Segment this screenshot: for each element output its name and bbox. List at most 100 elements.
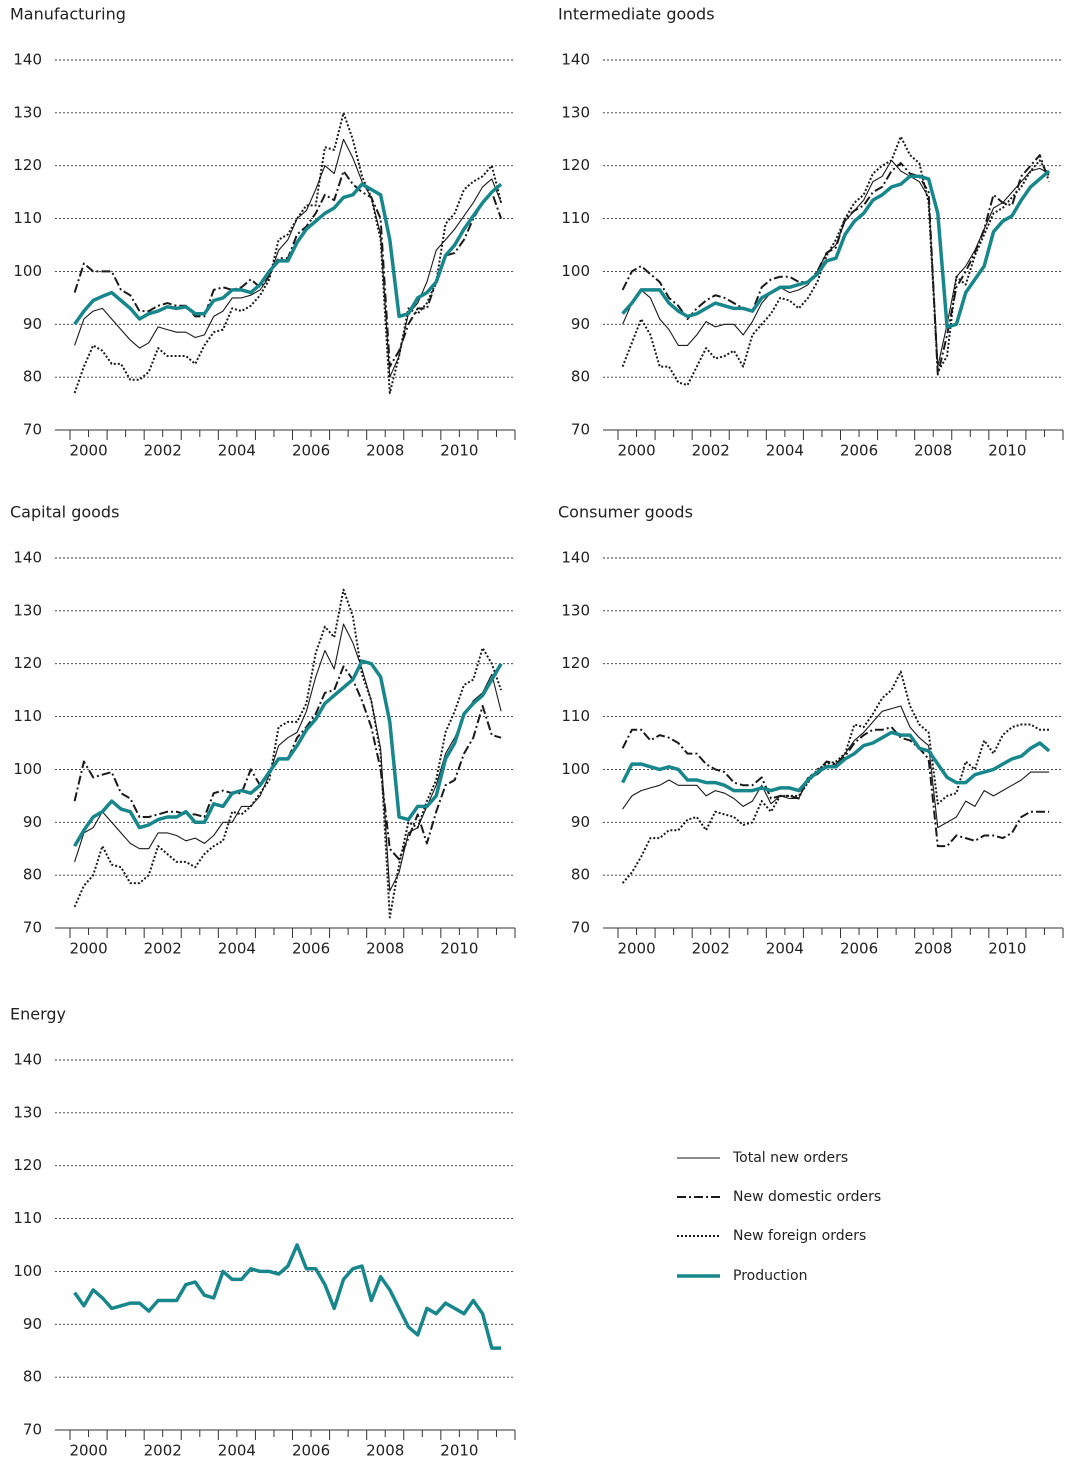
y-tick-label: 140 — [13, 549, 42, 567]
y-tick-label: 90 — [23, 813, 42, 831]
x-tick-label: 2006 — [840, 940, 878, 958]
x-tick-label: 2000 — [69, 1442, 107, 1460]
y-tick-label: 130 — [13, 103, 42, 121]
series-line — [621, 154, 1051, 376]
x-tick-label: 2010 — [440, 940, 478, 958]
x-tick-label: 2010 — [440, 1442, 478, 1460]
y-tick-label: 80 — [23, 368, 42, 386]
panel-title: Manufacturing — [10, 5, 126, 24]
legend-label: New foreign orders — [733, 1228, 866, 1244]
x-tick-label: 2004 — [218, 940, 256, 958]
x-tick-label: 2000 — [69, 940, 107, 958]
x-tick-label: 2010 — [988, 940, 1026, 958]
x-tick-label: 2008 — [914, 940, 952, 958]
panel-title: Consumer goods — [558, 503, 693, 522]
y-tick-label: 130 — [561, 601, 590, 619]
y-tick-label: 100 — [13, 262, 42, 280]
y-tick-label: 90 — [23, 315, 42, 333]
y-tick-label: 100 — [13, 1262, 42, 1280]
x-tick-label: 2010 — [988, 442, 1026, 460]
panel-title: Intermediate goods — [558, 5, 715, 24]
legend-label: Production — [733, 1268, 807, 1284]
x-tick-label: 2004 — [218, 442, 256, 460]
y-tick-label: 80 — [23, 1368, 42, 1386]
legend: Total new orders New domestic orders New… — [677, 1150, 881, 1284]
series-line — [74, 138, 502, 378]
y-tick-label: 70 — [23, 421, 42, 439]
y-tick-label: 80 — [571, 866, 590, 884]
y-tick-label: 140 — [561, 549, 590, 567]
y-tick-label: 110 — [13, 707, 42, 725]
y-tick-label: 140 — [13, 51, 42, 69]
y-tick-label: 70 — [571, 421, 590, 439]
x-tick-label: 2008 — [914, 442, 952, 460]
y-tick-label: 70 — [23, 919, 42, 937]
legend-label: Total new orders — [732, 1150, 848, 1166]
series-line — [621, 726, 1050, 848]
y-tick-label: 90 — [571, 315, 590, 333]
x-tick-label: 2006 — [292, 442, 330, 460]
series-line — [73, 665, 502, 861]
y-tick-label: 110 — [13, 1209, 42, 1227]
series-line — [73, 111, 503, 394]
y-tick-label: 120 — [13, 156, 42, 174]
y-tick-label: 140 — [561, 51, 590, 69]
panel: Energy 70 80 90 100 110 120 130 140 2000 2002 2004 2… — [10, 1005, 516, 1460]
series-line — [621, 670, 1050, 884]
y-tick-label: 80 — [571, 368, 590, 386]
y-tick-label: 120 — [13, 654, 42, 672]
x-tick-label: 2008 — [366, 940, 404, 958]
x-tick-label: 2002 — [144, 1442, 182, 1460]
x-tick-label: 2004 — [766, 442, 804, 460]
y-tick-label: 110 — [561, 209, 590, 227]
y-tick-label: 130 — [13, 1103, 42, 1121]
series-line — [621, 135, 1050, 387]
panel: Manufacturing 70 80 90 100 110 120 130 140 2000 20… — [10, 5, 516, 460]
series-line — [73, 1243, 502, 1350]
y-tick-label: 110 — [561, 707, 590, 725]
panel-title: Energy — [10, 1005, 66, 1024]
series-line — [621, 730, 1051, 793]
series-line — [73, 659, 503, 847]
y-tick-label: 120 — [561, 156, 590, 174]
series-line — [621, 169, 1051, 329]
panel: Consumer goods 70 80 90 100 110 120 130 140 2000 2… — [558, 503, 1064, 958]
x-tick-label: 2000 — [69, 442, 107, 460]
y-tick-label: 70 — [571, 919, 590, 937]
x-tick-label: 2004 — [218, 1442, 256, 1460]
x-tick-label: 2008 — [366, 442, 404, 460]
series-line — [622, 705, 1050, 829]
y-tick-label: 90 — [23, 1315, 42, 1333]
y-tick-label: 90 — [571, 813, 590, 831]
x-tick-label: 2008 — [366, 1442, 404, 1460]
y-tick-label: 100 — [561, 262, 590, 280]
legend-label: New domestic orders — [733, 1189, 881, 1205]
y-tick-label: 140 — [13, 1051, 42, 1069]
x-tick-label: 2000 — [617, 940, 655, 958]
series-line — [73, 588, 503, 919]
series-line — [622, 159, 1050, 368]
x-tick-label: 2006 — [292, 940, 330, 958]
y-tick-label: 70 — [23, 1421, 42, 1439]
y-tick-label: 100 — [13, 760, 42, 778]
series-line — [74, 623, 502, 892]
x-tick-label: 2000 — [617, 442, 655, 460]
y-tick-label: 80 — [23, 866, 42, 884]
y-tick-label: 130 — [561, 103, 590, 121]
y-tick-label: 130 — [13, 601, 42, 619]
x-tick-label: 2002 — [144, 442, 182, 460]
series-line — [73, 170, 503, 368]
series-line — [73, 182, 503, 326]
x-tick-label: 2006 — [292, 1442, 330, 1460]
panel-title: Capital goods — [10, 503, 119, 522]
y-tick-label: 120 — [13, 1156, 42, 1174]
x-tick-label: 2004 — [766, 940, 804, 958]
x-tick-label: 2002 — [692, 940, 730, 958]
x-tick-label: 2006 — [840, 442, 878, 460]
y-tick-label: 100 — [561, 760, 590, 778]
y-tick-label: 120 — [561, 654, 590, 672]
x-tick-label: 2002 — [144, 940, 182, 958]
y-tick-label: 110 — [13, 209, 42, 227]
